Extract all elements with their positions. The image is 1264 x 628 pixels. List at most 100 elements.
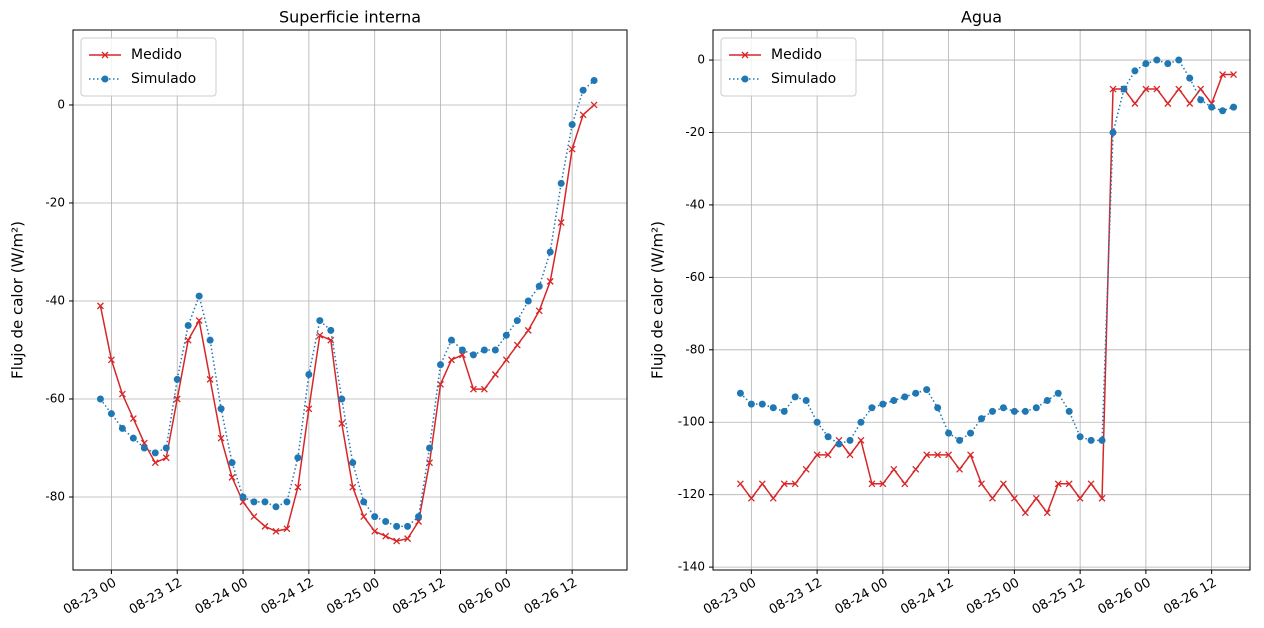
- marker: [426, 444, 434, 452]
- marker: [96, 302, 104, 310]
- marker: [524, 297, 532, 305]
- marker: [250, 498, 258, 506]
- marker: [239, 498, 247, 506]
- marker: [426, 459, 433, 467]
- marker: [1230, 103, 1238, 111]
- marker: [857, 418, 865, 426]
- marker: [327, 336, 335, 344]
- marker: [1065, 407, 1073, 415]
- marker: [1131, 67, 1139, 75]
- marker: [1021, 407, 1029, 415]
- marker: [107, 410, 115, 418]
- marker: [195, 317, 203, 325]
- series-line: [739, 73, 1234, 515]
- marker: [1219, 107, 1227, 115]
- marker: [283, 498, 291, 506]
- marker: [491, 346, 499, 354]
- marker: [1175, 85, 1183, 93]
- marker: [360, 513, 368, 521]
- marker: [491, 371, 499, 378]
- marker: [879, 480, 887, 488]
- marker: [393, 522, 401, 530]
- marker: [999, 480, 1007, 488]
- marker: [791, 480, 799, 488]
- marker: [447, 336, 455, 344]
- marker: [129, 415, 137, 423]
- marker: [824, 451, 832, 459]
- marker: [557, 219, 565, 227]
- marker: [901, 480, 909, 488]
- marker: [579, 111, 587, 119]
- plot-frame: [712, 29, 1251, 571]
- marker: [1131, 100, 1139, 107]
- marker: [1219, 71, 1227, 79]
- marker: [239, 493, 247, 501]
- marker: [1054, 480, 1062, 488]
- legend-label: Simulado: [771, 71, 836, 87]
- y-tick-label: -40: [45, 293, 65, 307]
- marker: [535, 282, 543, 290]
- marker: [978, 480, 985, 488]
- marker: [1010, 407, 1018, 415]
- y-tick-label: -20: [685, 125, 705, 139]
- y-tick-label: -120: [678, 487, 705, 501]
- marker: [1175, 56, 1183, 64]
- marker: [173, 395, 181, 403]
- marker: [283, 525, 291, 533]
- y-tick-label: 0: [57, 97, 65, 111]
- legend-label: Medido: [771, 47, 822, 63]
- marker: [1164, 100, 1172, 107]
- marker: [404, 522, 412, 530]
- plot-frame: [72, 29, 628, 571]
- legend-box: [80, 37, 217, 97]
- marker: [945, 429, 953, 437]
- marker: [758, 480, 766, 488]
- marker: [502, 356, 510, 364]
- marker: [857, 436, 865, 444]
- marker: [1153, 56, 1161, 64]
- marker: [546, 248, 554, 256]
- marker: [1208, 103, 1216, 111]
- marker: [349, 459, 357, 467]
- chart-title: Agua: [961, 8, 1002, 27]
- marker: [1197, 96, 1205, 104]
- marker: [1043, 397, 1051, 405]
- y-axis-label: Flujo de calor (W/m²): [9, 221, 27, 379]
- y-tick-label: -60: [685, 270, 705, 284]
- marker: [480, 385, 488, 393]
- legend-marker: [741, 75, 749, 83]
- marker: [469, 351, 477, 359]
- marker: [1230, 71, 1238, 79]
- marker: [736, 480, 744, 488]
- marker: [524, 326, 532, 334]
- marker: [1076, 494, 1084, 502]
- marker: [945, 451, 953, 459]
- marker: [294, 483, 302, 491]
- marker: [1032, 494, 1040, 502]
- marker: [901, 393, 909, 401]
- marker: [1153, 85, 1161, 93]
- marker: [923, 451, 931, 459]
- marker: [217, 405, 225, 413]
- marker: [912, 389, 920, 397]
- marker: [791, 393, 799, 401]
- marker: [316, 317, 324, 325]
- marker: [458, 351, 466, 359]
- marker: [1010, 494, 1018, 502]
- marker: [393, 537, 401, 545]
- marker: [338, 420, 346, 427]
- marker: [338, 395, 346, 403]
- marker: [382, 517, 390, 525]
- marker: [1054, 389, 1062, 397]
- marker: [184, 336, 192, 344]
- legend-label: Medido: [131, 47, 182, 63]
- marker: [912, 465, 920, 473]
- marker: [780, 480, 788, 488]
- y-tick-label: -80: [45, 489, 65, 503]
- marker: [1186, 74, 1194, 82]
- marker: [557, 179, 565, 187]
- marker: [1032, 404, 1040, 412]
- marker: [967, 429, 975, 437]
- marker: [206, 336, 214, 344]
